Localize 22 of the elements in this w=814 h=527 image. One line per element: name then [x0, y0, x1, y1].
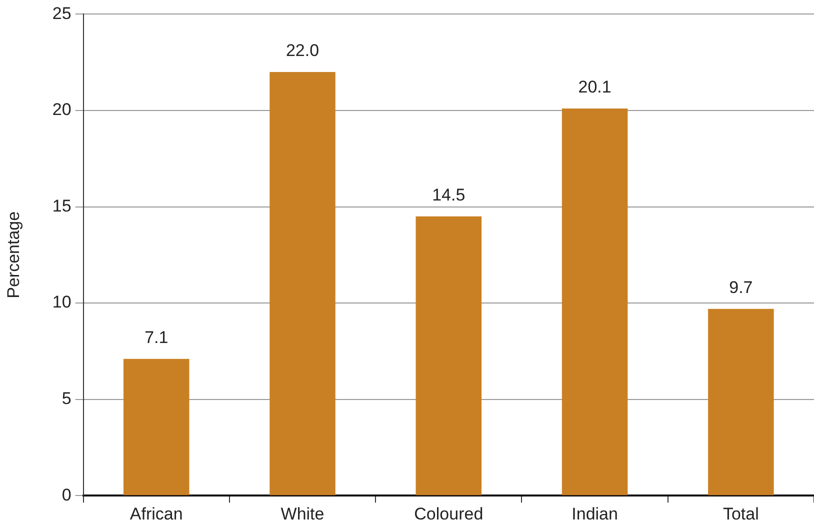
- data-label: 9.7: [729, 278, 753, 298]
- y-axis-title: Percentage: [4, 211, 23, 298]
- bar: [123, 358, 190, 496]
- x-tick-label: African: [130, 504, 183, 524]
- x-tick-label: Coloured: [414, 504, 484, 524]
- y-tick-label: 5: [62, 389, 72, 408]
- y-tick-label: 25: [52, 4, 72, 23]
- y-tick-label: 15: [52, 196, 72, 216]
- bar: [562, 108, 628, 496]
- bar: [270, 72, 336, 496]
- y-tick-label: 20: [52, 100, 72, 120]
- data-label: 7.1: [144, 328, 168, 348]
- y-tick-label: 0: [62, 485, 72, 504]
- data-label: 14.5: [432, 186, 466, 205]
- x-tick-label: Total: [722, 504, 759, 524]
- bar: [416, 216, 482, 496]
- y-tick-label: 10: [52, 292, 72, 312]
- x-tick-label: Indian: [572, 504, 618, 524]
- bar: [708, 308, 774, 496]
- x-tick-label: White: [280, 504, 324, 524]
- data-label: 20.1: [578, 78, 612, 97]
- data-label: 22.0: [286, 41, 320, 60]
